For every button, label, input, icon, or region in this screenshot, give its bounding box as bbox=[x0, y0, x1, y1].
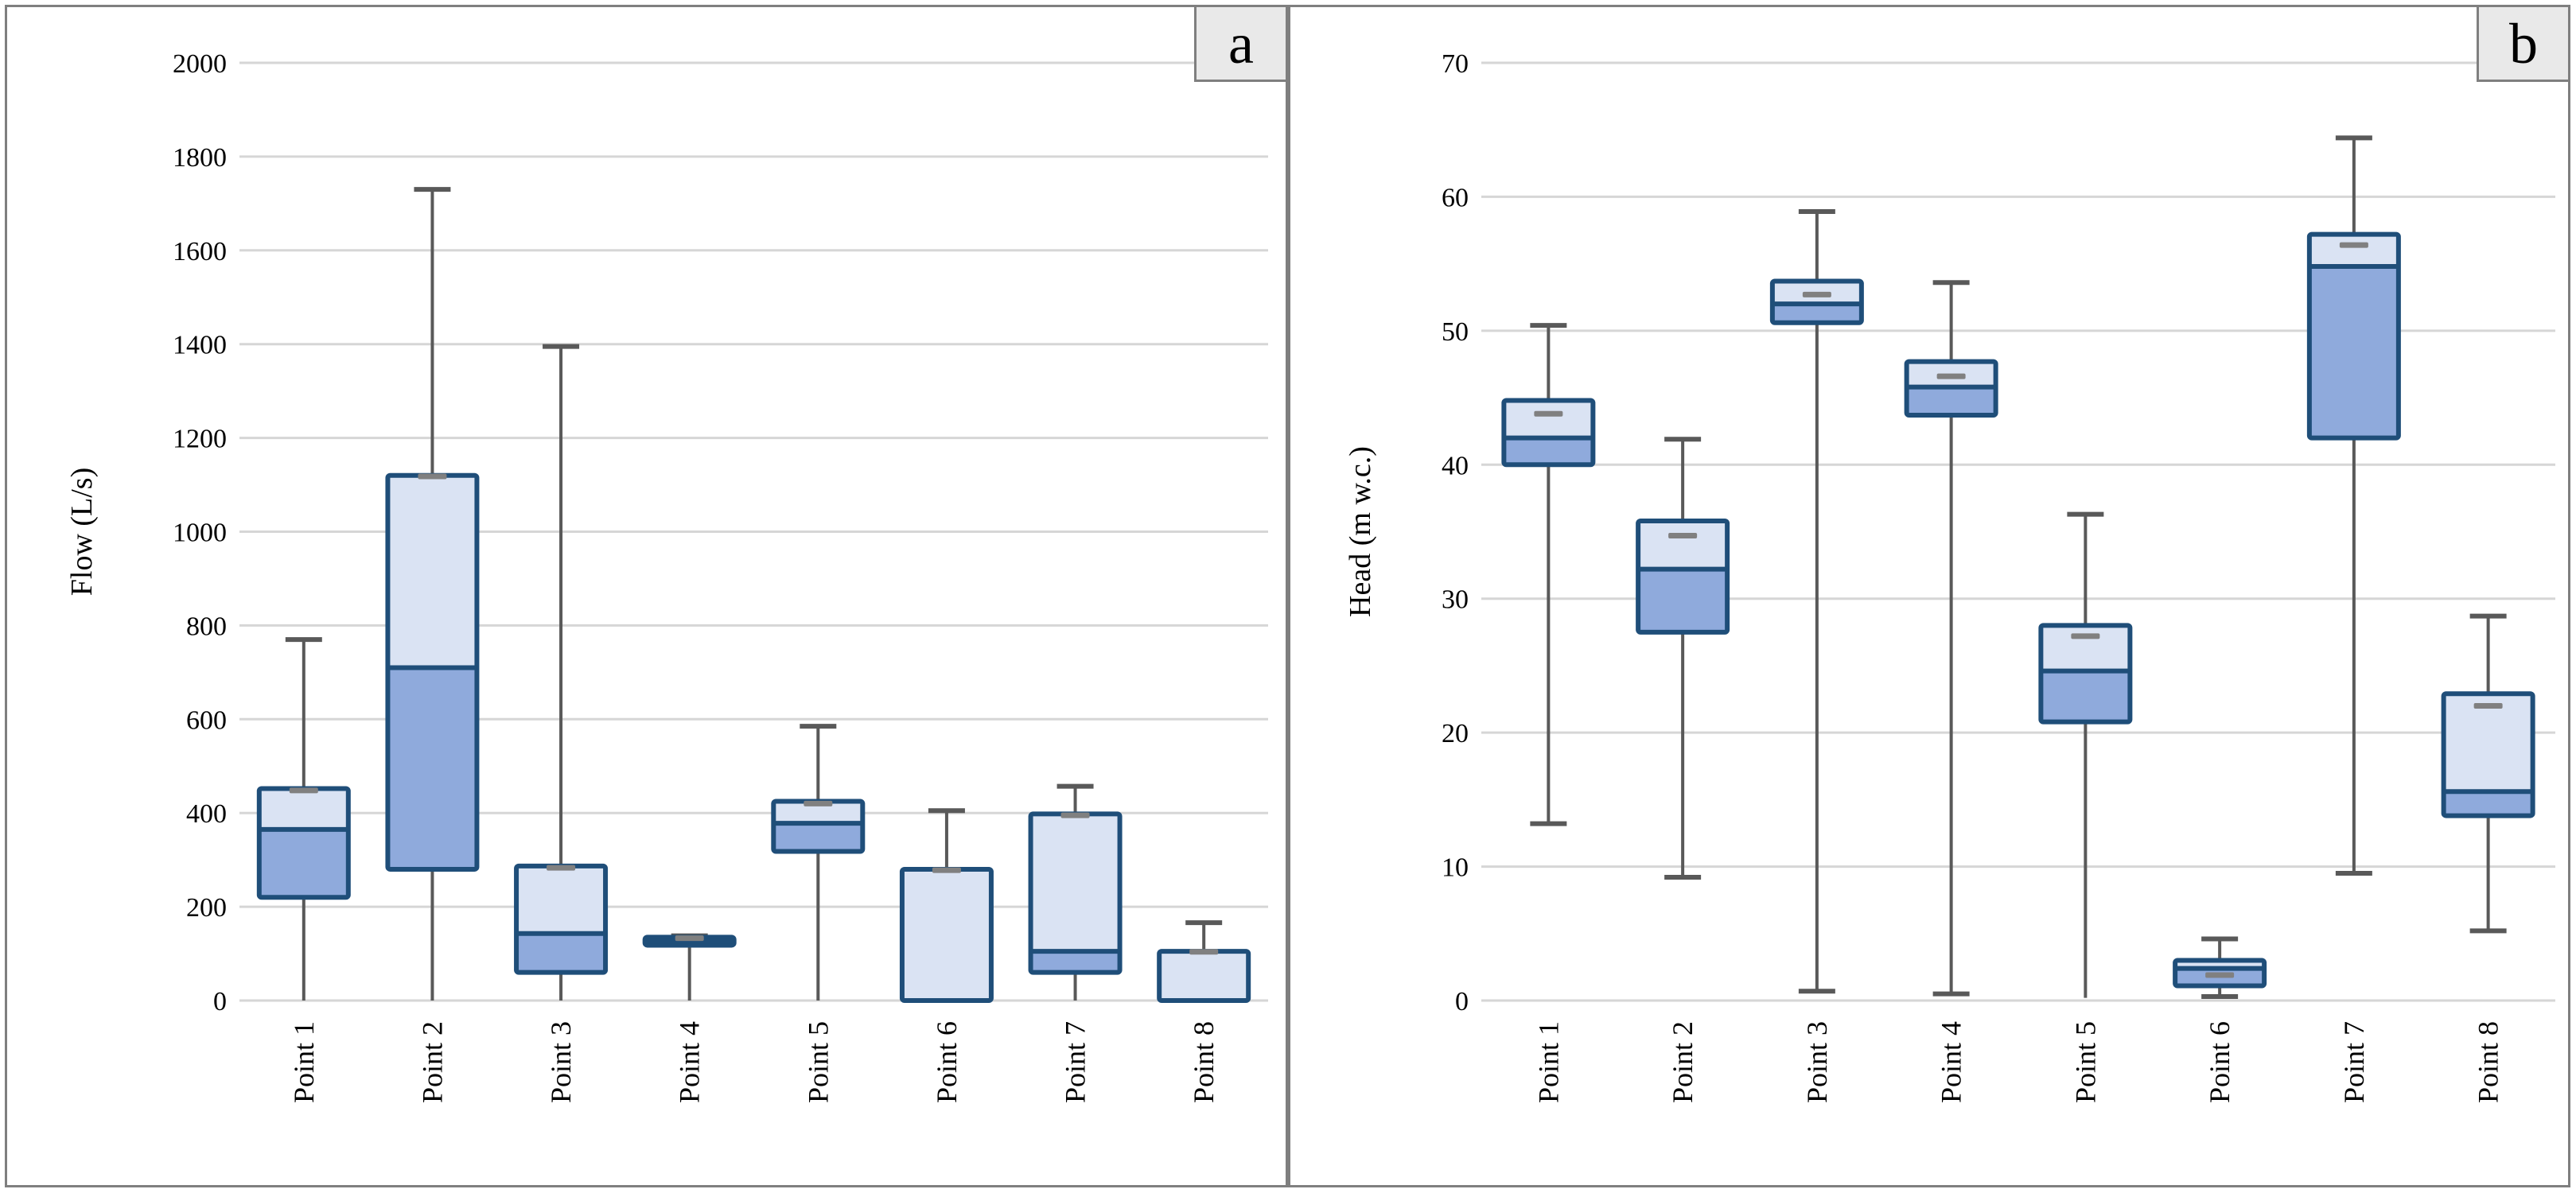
box-lower-point-7 bbox=[1030, 951, 1120, 973]
y-axis-title: Head (m w.c.) bbox=[1344, 446, 1377, 617]
y-tick-label: 70 bbox=[1442, 49, 1469, 79]
mean-marker-point-6 bbox=[2205, 972, 2235, 978]
box-upper-point-5 bbox=[2041, 625, 2130, 671]
x-category-label-point-8: Point 8 bbox=[2473, 1021, 2504, 1103]
panel-a-label: a bbox=[1194, 5, 1288, 82]
x-category-label-point-3: Point 3 bbox=[545, 1021, 577, 1103]
mean-marker-point-7 bbox=[2339, 242, 2368, 248]
mean-marker-point-1 bbox=[289, 787, 318, 794]
y-tick-label: 20 bbox=[1442, 719, 1469, 748]
flow-boxplot-chart: 0 200 400 600 800 1000 1200 1400 1600 1800 2000 Flo… bbox=[65, 49, 1268, 1103]
panel-b-letter: b bbox=[2509, 11, 2538, 76]
mean-marker-point-4 bbox=[675, 935, 704, 942]
panel-a-letter: a bbox=[1228, 11, 1254, 76]
mean-marker-point-4 bbox=[1936, 373, 1966, 379]
box-lower-point-7 bbox=[2309, 266, 2399, 438]
x-category-label-point-5: Point 5 bbox=[2069, 1021, 2101, 1103]
y-tick-label: 50 bbox=[1442, 317, 1469, 347]
box-lower-point-4 bbox=[1906, 387, 1996, 415]
y-tick-label: 0 bbox=[1455, 987, 1469, 1016]
x-category-label-point-6: Point 6 bbox=[2204, 1021, 2236, 1103]
mean-marker-point-3 bbox=[1802, 291, 1831, 297]
box-upper-point-8 bbox=[1159, 951, 1249, 1001]
mean-marker-point-6 bbox=[932, 867, 961, 873]
y-tick-label: 1200 bbox=[173, 425, 227, 454]
mean-marker-point-8 bbox=[2473, 702, 2503, 709]
box-upper-point-6 bbox=[2175, 960, 2265, 969]
box-lower-point-5 bbox=[773, 823, 863, 852]
x-category-label-point-8: Point 8 bbox=[1188, 1021, 1220, 1103]
panel-b: 0 10 20 30 40 50 60 70 Head (m w.c.) Point 1 Point… bbox=[1288, 5, 2570, 1187]
x-category-label-point-2: Point 2 bbox=[416, 1021, 448, 1103]
box-border-point-1 bbox=[1501, 398, 1596, 468]
y-tick-label: 200 bbox=[186, 893, 227, 923]
x-category-label-point-7: Point 7 bbox=[1060, 1021, 1091, 1103]
x-category-label-point-1: Point 1 bbox=[288, 1021, 320, 1103]
box-lower-point-3 bbox=[1772, 304, 1862, 323]
mean-marker-point-5 bbox=[2071, 633, 2100, 639]
y-tick-label: 2000 bbox=[173, 49, 227, 79]
box-lower-point-2 bbox=[1638, 569, 1728, 632]
y-tick-label: 800 bbox=[186, 612, 227, 641]
box-border-point-7 bbox=[2306, 231, 2401, 441]
box-upper-point-3 bbox=[516, 865, 606, 934]
box-upper-point-7 bbox=[2309, 234, 2399, 267]
x-category-label-point-2: Point 2 bbox=[1667, 1021, 1699, 1103]
box-lower-point-2 bbox=[387, 667, 477, 869]
x-category-label-point-3: Point 3 bbox=[1801, 1021, 1833, 1103]
y-tick-label: 1000 bbox=[173, 519, 227, 548]
y-tick-label: 1400 bbox=[173, 331, 227, 360]
head-boxplot-chart: 0 10 20 30 40 50 60 70 Head (m w.c.) Point 1 Point… bbox=[1344, 49, 2555, 1103]
box-border-point-5 bbox=[2038, 623, 2133, 725]
box-border-point-6 bbox=[2173, 958, 2267, 989]
panel-b-label: b bbox=[2477, 5, 2570, 82]
box-upper-point-8 bbox=[2443, 694, 2533, 792]
y-tick-label: 40 bbox=[1442, 451, 1469, 480]
box-border-point-2 bbox=[1636, 519, 1730, 635]
mean-marker-point-3 bbox=[547, 865, 576, 871]
mean-marker-point-2 bbox=[1668, 533, 1698, 539]
x-category-label-point-6: Point 6 bbox=[931, 1021, 963, 1103]
mean-marker-point-2 bbox=[418, 473, 447, 480]
y-tick-label: 1600 bbox=[173, 237, 227, 266]
x-category-label-point-4: Point 4 bbox=[674, 1021, 706, 1103]
y-tick-label: 30 bbox=[1442, 585, 1469, 615]
box-upper-point-7 bbox=[1030, 814, 1120, 952]
mean-marker-point-7 bbox=[1060, 812, 1090, 818]
x-category-label-point-1: Point 1 bbox=[1532, 1021, 1564, 1103]
box-upper-point-2 bbox=[387, 475, 477, 668]
box-upper-point-1 bbox=[1504, 400, 1593, 438]
box-upper-point-1 bbox=[259, 788, 348, 830]
mean-marker-point-1 bbox=[1534, 410, 1563, 417]
box-border-point-8 bbox=[2441, 691, 2535, 818]
x-category-label-point-5: Point 5 bbox=[802, 1021, 834, 1103]
y-tick-label: 600 bbox=[186, 705, 227, 735]
x-category-label-point-4: Point 4 bbox=[1936, 1021, 1967, 1103]
box-upper-point-6 bbox=[901, 869, 991, 1001]
y-tick-label: 60 bbox=[1442, 183, 1469, 212]
y-tick-label: 10 bbox=[1442, 853, 1469, 883]
mean-marker-point-5 bbox=[804, 800, 833, 806]
box-lower-point-1 bbox=[1504, 437, 1593, 465]
box-lower-point-8 bbox=[2443, 791, 2533, 816]
y-tick-label: 400 bbox=[186, 799, 227, 829]
panel-a: 0 200 400 600 800 1000 1200 1400 1600 1800 2000 Flo… bbox=[5, 5, 1288, 1187]
box-lower-point-5 bbox=[2041, 670, 2130, 722]
y-tick-label: 0 bbox=[213, 987, 227, 1016]
x-category-label-point-7: Point 7 bbox=[2338, 1021, 2370, 1103]
y-tick-label: 1800 bbox=[173, 143, 227, 173]
mean-marker-point-8 bbox=[1189, 949, 1219, 955]
box-upper-point-2 bbox=[1638, 521, 1728, 569]
box-lower-point-1 bbox=[259, 829, 348, 898]
y-axis-title: Flow (L/s) bbox=[65, 468, 99, 596]
box-lower-point-3 bbox=[516, 933, 606, 973]
